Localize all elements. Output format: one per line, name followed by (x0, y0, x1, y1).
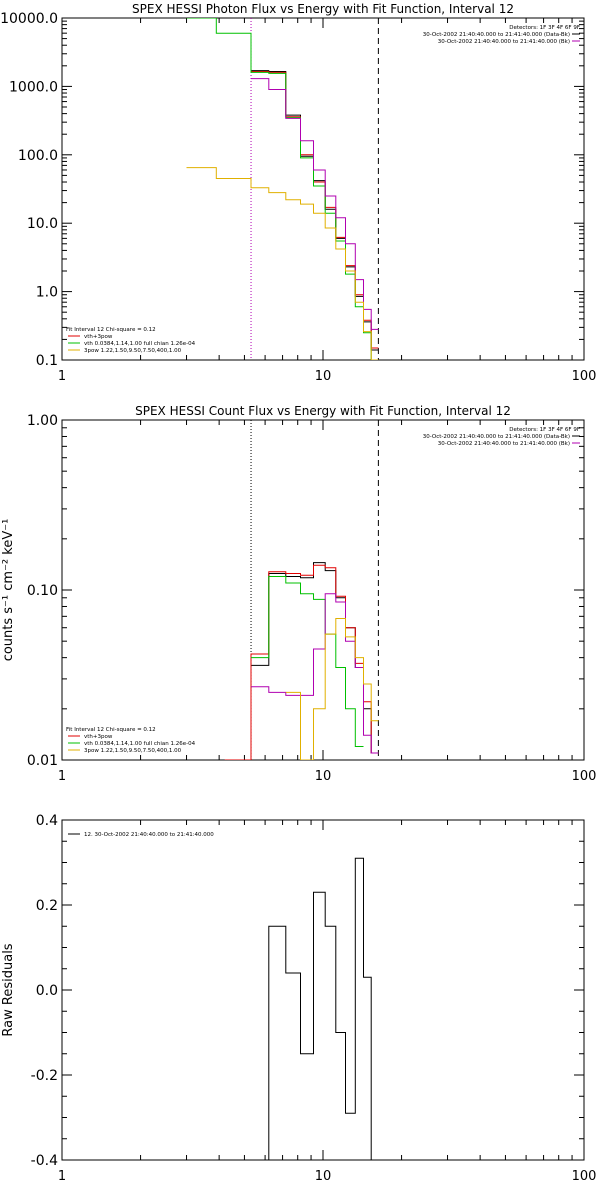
y-tick-label: 0.2 (36, 898, 58, 914)
plot-frame (61, 17, 585, 361)
legend-bl-line: Fit Interval 12 Chi-square = 0.12 (66, 327, 156, 333)
x-tick-label: 10 (315, 369, 332, 384)
series-line-5 (186, 167, 379, 360)
series-line-4 (251, 593, 379, 754)
legend-tl-line: 12. 30-Oct-2002 21:40:40.000 to 21:41:40… (84, 832, 214, 838)
legend-tr-line: Detectors: 1F 3F 4F 6F 9F (509, 25, 580, 31)
series-line-3 (186, 18, 379, 360)
series-group (186, 18, 379, 360)
y-tick-label: 0.4 (36, 813, 58, 829)
y-tick-label: 0.01 (27, 753, 58, 769)
chart-panel-1: SPEX HESSI Photon Flux vs Energy with Fi… (0, 2, 596, 384)
chart-title: SPEX HESSI Count Flux vs Energy with Fit… (135, 404, 511, 418)
series-line-1 (251, 857, 379, 1160)
series-line-5 (285, 618, 379, 760)
x-tick-label: 1 (58, 369, 66, 384)
x-tick-label: 100 (572, 369, 597, 384)
x-tick-label: 1 (58, 1169, 66, 1184)
series-line-4 (251, 78, 379, 330)
y-tick-label: 0.10 (27, 583, 58, 599)
legend-bl-line: vth+3pow (84, 734, 113, 740)
y-tick-label: 1.0 (36, 285, 58, 301)
y-tick-label: 0.0 (36, 983, 58, 999)
x-tick-label: 1 (58, 769, 66, 784)
y-tick-label: 10.0 (27, 216, 58, 232)
y-axis-label: counts s⁻¹ cm⁻² keV⁻¹ (1, 519, 16, 662)
series-line-3 (251, 576, 364, 747)
legend-bl-line: Fit Interval 12 Chi-square = 0.12 (66, 727, 156, 733)
chart-panel-2: SPEX HESSI Count Flux vs Energy with Fit… (1, 404, 596, 784)
y-tick-label: 0.1 (36, 353, 58, 369)
legend-tr-line: 30-Oct-2002 21:40:40.000 to 21:41:40.000… (438, 39, 570, 45)
x-tick-label: 10 (315, 1169, 332, 1184)
legend-tr-line: 30-Oct-2002 21:40:40.000 to 21:41:40.000… (423, 32, 570, 38)
y-tick-label: -0.4 (31, 1153, 58, 1169)
legend-bl-line: vth+3pow (84, 334, 113, 340)
x-tick-label: 100 (572, 1169, 597, 1184)
y-tick-label: 100.0 (18, 148, 58, 164)
chart-title: SPEX HESSI Photon Flux vs Energy with Fi… (132, 2, 514, 16)
legend-tr-line: 30-Oct-2002 21:40:40.000 to 21:41:40.000… (438, 441, 570, 447)
y-tick-label: 1000.0 (9, 79, 58, 95)
y-axis-label: Raw Residuals (1, 943, 16, 1036)
legend-bl-line: vth 0.0384,1.14,1.00 full chian 1.26e-04 (84, 741, 196, 747)
x-tick-label: 100 (572, 769, 597, 784)
series-group (224, 562, 379, 760)
legend-tr-line: 30-Oct-2002 21:40:40.000 to 21:41:40.000… (423, 434, 570, 440)
y-tick-label: 1.00 (27, 413, 58, 429)
legend-bl-line: 3pow 1.22,1.50,9.50,7.50,400,1.00 (84, 348, 182, 354)
y-tick-label: 10000.0 (0, 11, 58, 27)
legend-bl-line: vth 0.0384,1.14,1.00 full chian 1.26e-04 (84, 341, 196, 347)
series-group (251, 857, 379, 1160)
series-line-1 (251, 70, 379, 351)
plot-frame (61, 819, 585, 1161)
x-tick-label: 10 (315, 769, 332, 784)
chart-panel-3: 1 10 100 0.4 0.2 0.0 -0.2 -0.4 Raw Residuals 12. … (1, 813, 596, 1184)
legend-tr-line: Detectors: 1F 3F 4F 6F 9F (509, 427, 580, 433)
legend-bl-line: 3pow 1.22,1.50,9.50,7.50,400,1.00 (84, 748, 182, 754)
y-tick-label: -0.2 (31, 1068, 58, 1084)
